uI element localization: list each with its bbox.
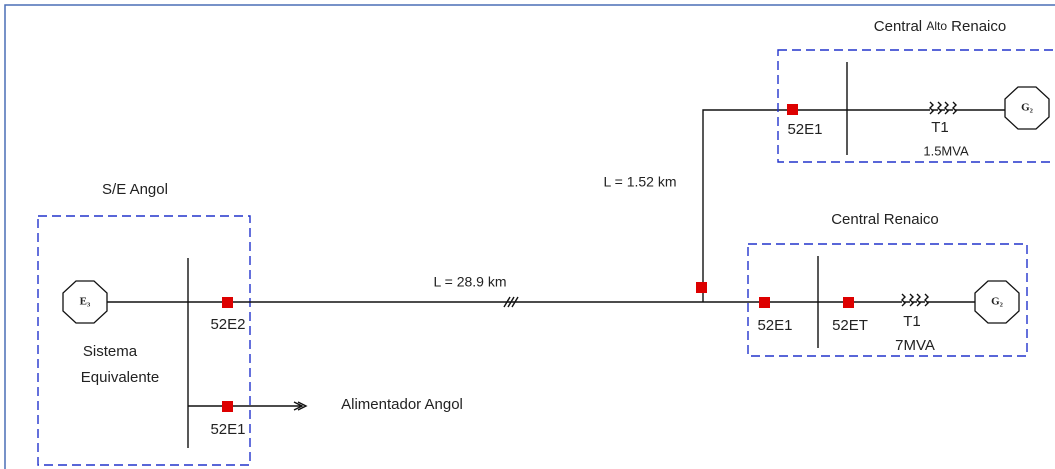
breaker-label: 52E1	[757, 317, 792, 334]
station-title: S/E Angol	[102, 181, 168, 198]
generator	[974, 280, 1020, 324]
transformer-label: T1	[903, 313, 921, 330]
breaker-label: 52E1	[787, 121, 822, 138]
title-part: Renaico	[951, 18, 1006, 35]
transformer	[901, 293, 929, 307]
feeder-label: Alimentador Angol	[341, 396, 463, 413]
feeder-arrow	[293, 401, 308, 411]
breaker	[222, 297, 233, 308]
station-box	[37, 215, 251, 466]
generator-label: G₂	[1021, 102, 1034, 114]
breaker	[843, 297, 854, 308]
line-label: L = 1.52 km	[603, 174, 676, 190]
generator-label: G₂	[991, 296, 1004, 308]
breaker	[222, 401, 233, 412]
station-title: Central Renaico	[831, 211, 939, 228]
transformer	[929, 101, 957, 115]
rating-label: 1.5MVA	[923, 143, 969, 158]
title-part: Alto	[926, 19, 947, 33]
breaker	[759, 297, 770, 308]
station-title: Central Alto Renaico	[874, 18, 1006, 35]
rating-label: 7MVA	[895, 337, 935, 354]
line-break	[503, 296, 519, 308]
generator	[62, 280, 108, 324]
generator	[1004, 86, 1050, 130]
line-label: L = 28.9 km	[433, 274, 506, 290]
breaker-label: 52E1	[210, 421, 245, 438]
generator-label: E₃	[80, 296, 91, 308]
breaker-label: 52ET	[832, 317, 868, 334]
source-label: Equivalente	[81, 369, 159, 386]
title-part: Central	[874, 18, 922, 35]
transformer-label: T1	[931, 119, 949, 136]
breaker-label: 52E2	[210, 316, 245, 333]
frame	[4, 4, 1055, 469]
station-box	[777, 49, 1055, 163]
source-label: Sistema	[83, 343, 138, 360]
breaker	[696, 282, 707, 293]
branch-line	[702, 109, 1005, 302]
breaker	[787, 104, 798, 115]
